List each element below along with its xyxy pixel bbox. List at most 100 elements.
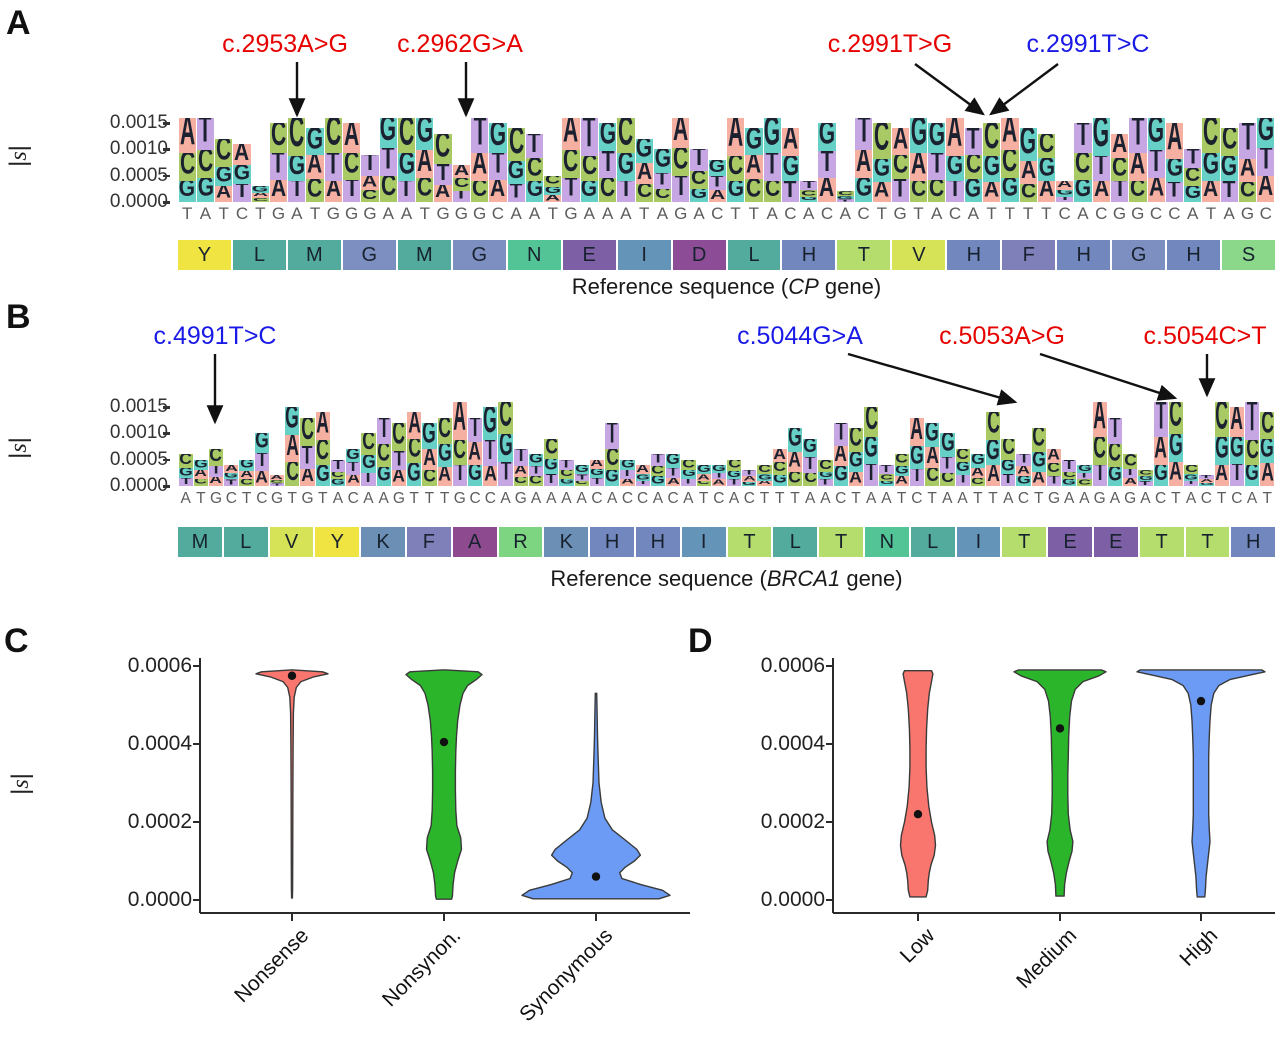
logo-letter-G: G [1077, 464, 1092, 473]
logo-glyph: T [1168, 182, 1181, 202]
logo-glyph: C [423, 470, 436, 486]
logo-letter-A: A [269, 179, 288, 202]
logo-letter-C: C [1062, 471, 1077, 480]
ref-base: A [1003, 490, 1014, 507]
logo-glyph: A [856, 149, 872, 179]
logo-glyph: G [1077, 464, 1092, 473]
logo-letter-A: A [285, 435, 300, 462]
ref-base: A [363, 490, 374, 507]
logo-glyph: C [801, 190, 817, 197]
logo-glyph: G [380, 117, 397, 149]
logo-letter-G: G [1074, 179, 1092, 202]
logo-glyph: T [1048, 475, 1060, 486]
logo-glyph: C [1108, 443, 1122, 467]
logo-letter-T: T [1238, 123, 1257, 159]
logo-letter-G: G [1245, 464, 1260, 486]
logo-glyph: T [564, 178, 578, 202]
logo-letter-C: C [1107, 443, 1123, 467]
logo-letter-T: T [528, 465, 544, 477]
logo-glyph: C [438, 417, 451, 444]
logo-letter-C: C [1214, 401, 1229, 438]
logo-glyph: A [407, 412, 421, 439]
logo-glyph: G [489, 123, 507, 154]
logo-letter-C: C [617, 117, 635, 154]
logo-ytick-label: 0.0015 [109, 112, 168, 134]
logo-letter-A: A [178, 117, 196, 154]
mean-dot-Synonymous [591, 872, 601, 881]
logo-letter-T: T [818, 479, 833, 486]
ref-base: G [674, 204, 688, 223]
logo-glyph: C [270, 480, 284, 484]
logo-glyph: C [1203, 117, 1219, 154]
logo-glyph: A [621, 478, 634, 486]
logo-glyph: C [880, 474, 893, 481]
logo-glyph: T [500, 462, 511, 486]
logo-glyph: G [437, 443, 452, 467]
logo-letter-A: A [1056, 180, 1074, 190]
logo-glyph: G [818, 471, 833, 480]
logo-glyph: C [331, 471, 345, 480]
logo-glyph: C [819, 459, 832, 472]
logo-letter-G: G [879, 480, 894, 486]
logo-glyph: G [617, 153, 635, 181]
ref-base: A [1079, 490, 1090, 507]
logo-ytick-label: 0.0010 [109, 422, 168, 444]
logo-letter-A: A [787, 452, 803, 472]
logo-letter-A: A [620, 478, 635, 486]
logo-letter-T: T [434, 164, 452, 185]
logo-ytick-mark [163, 201, 170, 204]
violin-Nonsense [255, 669, 329, 899]
logo-glyph: G [651, 476, 665, 486]
logo-letter-G: G [215, 167, 233, 187]
logo-letter-T: T [1092, 155, 1110, 181]
logo-glyph: G [1153, 464, 1168, 486]
panel-d-label: D [688, 622, 713, 660]
logo-glyph: C [654, 188, 671, 202]
logo-glyph: A [216, 186, 232, 202]
logo-letter-G: G [727, 470, 742, 480]
logo-glyph: G [233, 164, 251, 185]
logo-glyph: A [743, 476, 756, 482]
ref-base: G [1047, 490, 1060, 507]
ref-base: G [473, 204, 487, 223]
logo-glyph: T [966, 128, 980, 155]
logo-glyph: T [345, 179, 359, 202]
logo-letter-G: G [864, 437, 879, 464]
amino-acid-cell: L [223, 527, 268, 557]
ref-base: C [1149, 204, 1163, 223]
logo-letter-A: A [833, 445, 848, 467]
logo-letter-A: A [873, 182, 891, 202]
ref-base: C [667, 490, 679, 507]
violin-ytick-label: 0.0006 [760, 654, 825, 677]
logo-glyph: A [983, 182, 1000, 202]
ref-base: G [1112, 204, 1127, 223]
logo-letter-G: G [986, 440, 1001, 466]
ref-base: C [1200, 490, 1212, 507]
ref-base: A [656, 204, 669, 223]
logo-letter-C: C [330, 471, 346, 480]
logo-letter-T: T [498, 462, 513, 486]
logo-glyph: T [710, 175, 724, 191]
logo-letter-G: G [909, 117, 928, 154]
logo-glyph: A [773, 449, 787, 463]
logo-letter-C: C [1019, 183, 1037, 202]
logo-glyph: C [499, 401, 512, 434]
ref-base: G [270, 490, 284, 507]
logo-letter-T: T [288, 180, 306, 202]
ref-base: T [973, 490, 983, 507]
logo-glyph: A [636, 464, 650, 475]
logo-letter-A: A [1260, 463, 1275, 486]
logo-letter-C: C [696, 480, 711, 486]
